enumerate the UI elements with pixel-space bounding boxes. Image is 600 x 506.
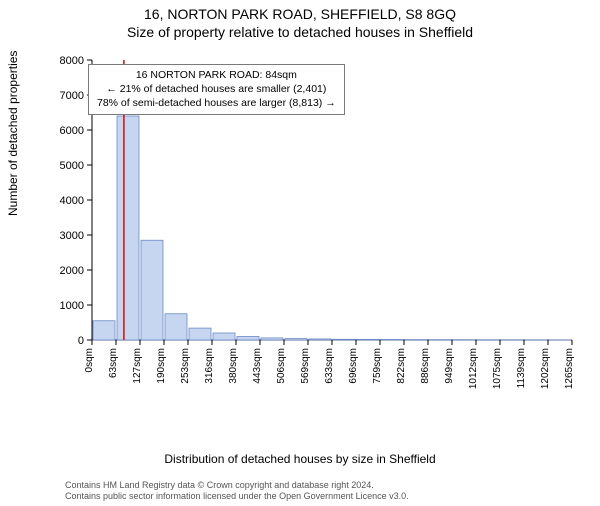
svg-text:822sqm: 822sqm bbox=[396, 348, 407, 384]
svg-text:8000: 8000 bbox=[60, 56, 84, 67]
svg-text:0sqm: 0sqm bbox=[84, 348, 95, 372]
y-axis-label: Number of detached properties bbox=[6, 51, 20, 216]
svg-text:1202sqm: 1202sqm bbox=[540, 348, 551, 389]
annotation-box: 16 NORTON PARK ROAD: 84sqm ← 21% of deta… bbox=[88, 64, 345, 115]
svg-text:1265sqm: 1265sqm bbox=[564, 348, 575, 389]
svg-text:6000: 6000 bbox=[60, 125, 84, 137]
annotation-line-2: ← 21% of detached houses are smaller (2,… bbox=[97, 82, 336, 96]
svg-text:1000: 1000 bbox=[60, 300, 84, 312]
svg-text:7000: 7000 bbox=[60, 90, 84, 102]
svg-text:5000: 5000 bbox=[60, 160, 84, 172]
svg-text:696sqm: 696sqm bbox=[348, 348, 359, 384]
credit-line-2: Contains public sector information licen… bbox=[65, 491, 409, 502]
svg-text:190sqm: 190sqm bbox=[156, 348, 167, 384]
svg-text:443sqm: 443sqm bbox=[252, 348, 263, 384]
svg-text:127sqm: 127sqm bbox=[132, 348, 143, 384]
svg-text:886sqm: 886sqm bbox=[420, 348, 431, 384]
svg-text:4000: 4000 bbox=[60, 195, 84, 207]
svg-text:949sqm: 949sqm bbox=[444, 348, 455, 384]
x-axis-label: Distribution of detached houses by size … bbox=[0, 452, 600, 466]
svg-text:759sqm: 759sqm bbox=[372, 348, 383, 384]
svg-text:506sqm: 506sqm bbox=[276, 348, 287, 384]
svg-text:1012sqm: 1012sqm bbox=[468, 348, 479, 389]
svg-text:253sqm: 253sqm bbox=[180, 348, 191, 384]
page-title-1: 16, NORTON PARK ROAD, SHEFFIELD, S8 8GQ bbox=[0, 6, 600, 22]
svg-text:63sqm: 63sqm bbox=[108, 348, 119, 378]
svg-text:0: 0 bbox=[78, 335, 84, 347]
svg-text:1075sqm: 1075sqm bbox=[492, 348, 503, 389]
page-title-2: Size of property relative to detached ho… bbox=[0, 24, 600, 40]
svg-text:2000: 2000 bbox=[60, 265, 84, 277]
credits: Contains HM Land Registry data © Crown c… bbox=[65, 480, 409, 503]
annotation-line-1: 16 NORTON PARK ROAD: 84sqm bbox=[97, 68, 336, 82]
svg-text:1139sqm: 1139sqm bbox=[516, 348, 527, 388]
credit-line-1: Contains HM Land Registry data © Crown c… bbox=[65, 480, 409, 491]
svg-text:3000: 3000 bbox=[60, 230, 84, 242]
svg-text:633sqm: 633sqm bbox=[324, 348, 335, 384]
svg-text:569sqm: 569sqm bbox=[300, 348, 311, 384]
svg-text:380sqm: 380sqm bbox=[228, 348, 239, 384]
annotation-line-3: 78% of semi-detached houses are larger (… bbox=[97, 96, 336, 110]
svg-text:316sqm: 316sqm bbox=[204, 348, 215, 384]
